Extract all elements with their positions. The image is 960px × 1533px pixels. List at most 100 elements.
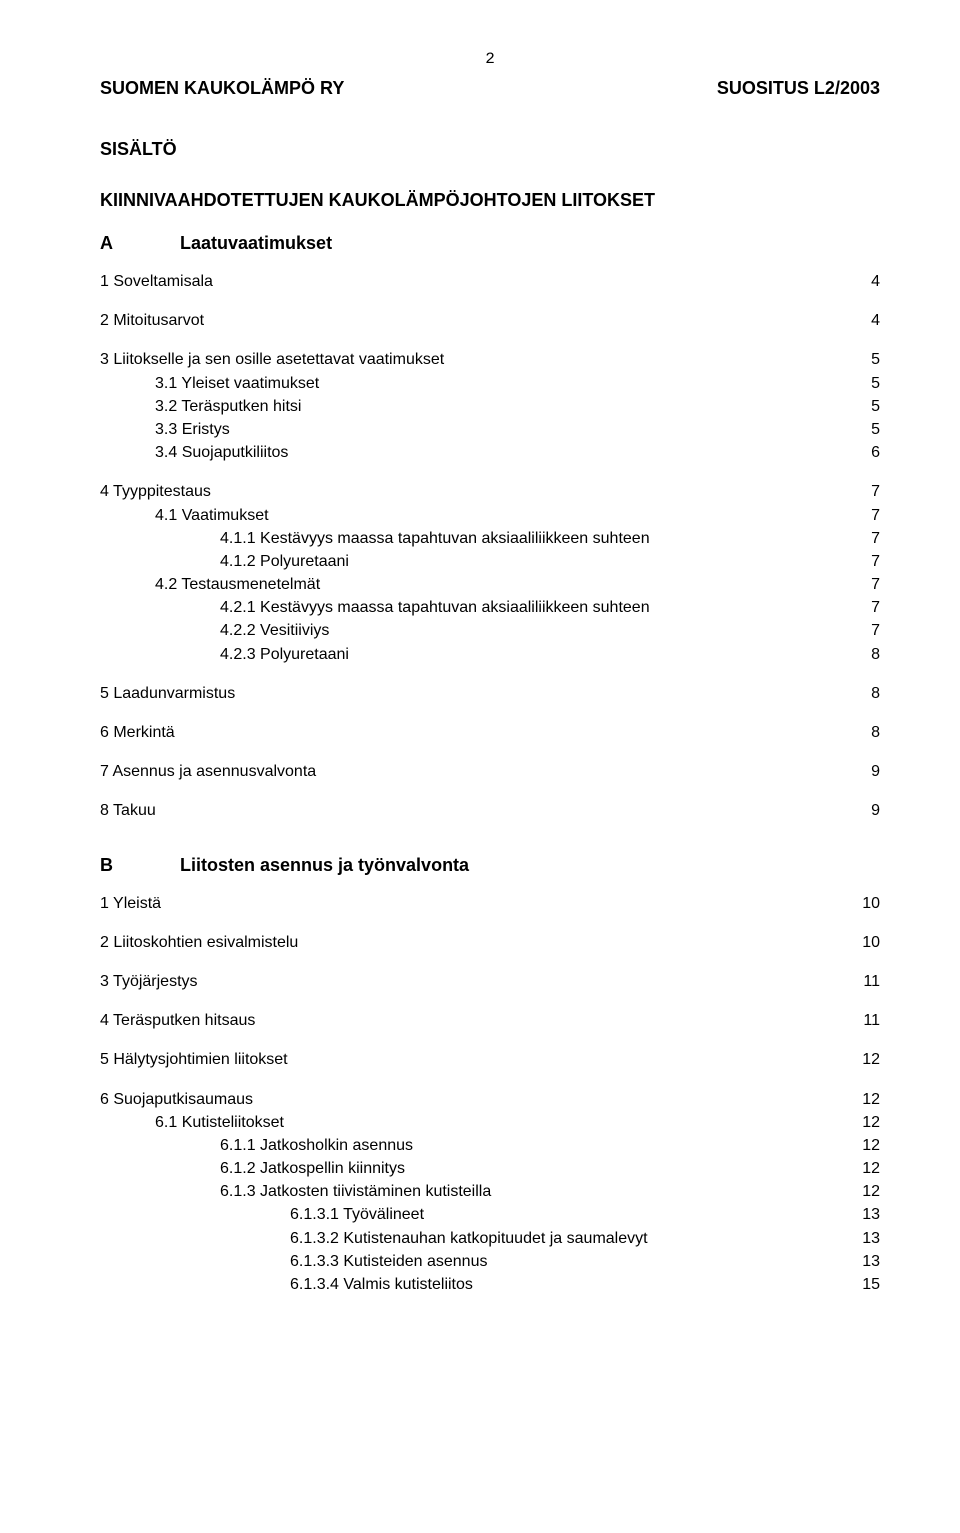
toc-row: 6.1.3.2 Kutistenauhan katkopituudet ja s… — [100, 1227, 880, 1250]
toc-page: 4 — [840, 309, 880, 332]
toc-row: 3.2 Teräsputken hitsi5 — [100, 395, 880, 418]
toc-label: 4 Tyyppitestaus — [100, 480, 840, 503]
toc-label: 6 Suojaputkisaumaus — [100, 1088, 840, 1111]
toc-row: 3.1 Yleiset vaatimukset5 — [100, 372, 880, 395]
toc-label: 4.2.1 Kestävyys maassa tapahtuvan aksiaa… — [100, 596, 840, 619]
section-heading-a: A Laatuvaatimukset — [100, 233, 880, 254]
page-number: 2 — [100, 50, 880, 68]
toc-row: 2 Liitoskohtien esivalmistelu10 — [100, 931, 880, 954]
toc-label: 5 Laadunvarmistus — [100, 682, 840, 705]
toc-row: 6.1.3.3 Kutisteiden asennus13 — [100, 1250, 880, 1273]
toc-label: 5 Hälytysjohtimien liitokset — [100, 1048, 840, 1071]
toc-page: 7 — [840, 596, 880, 619]
toc-label: 3 Liitokselle ja sen osille asetettavat … — [100, 348, 840, 371]
toc-gap — [100, 705, 880, 721]
toc-page: 13 — [840, 1203, 880, 1226]
toc-page: 13 — [840, 1250, 880, 1273]
toc-page: 8 — [840, 643, 880, 666]
toc-page: 5 — [840, 395, 880, 418]
section-title-a: Laatuvaatimukset — [180, 233, 332, 254]
toc-gap — [100, 1072, 880, 1088]
toc-row: 6.1.2 Jatkospellin kiinnitys12 — [100, 1157, 880, 1180]
toc-row: 6.1.1 Jatkosholkin asennus12 — [100, 1134, 880, 1157]
toc-page: 6 — [840, 441, 880, 464]
toc-row: 3.3 Eristys5 — [100, 418, 880, 441]
toc-row: 2 Mitoitusarvot4 — [100, 309, 880, 332]
toc-row: 6.1.3.4 Valmis kutisteliitos15 — [100, 1273, 880, 1296]
toc-page: 5 — [840, 418, 880, 441]
toc-page: 7 — [840, 550, 880, 573]
toc-row: 4.2.2 Vesitiiviys7 — [100, 619, 880, 642]
toc-page: 11 — [840, 1009, 880, 1032]
document-title: KIINNIVAAHDOTETTUJEN KAUKOLÄMPÖJOHTOJEN … — [100, 190, 880, 211]
toc-page: 12 — [840, 1134, 880, 1157]
toc-page: 12 — [840, 1111, 880, 1134]
toc-page: 8 — [840, 682, 880, 705]
toc-row: 8 Takuu9 — [100, 799, 880, 822]
toc-label: 3 Työjärjestys — [100, 970, 840, 993]
toc-section-a: 1 Soveltamisala42 Mitoitusarvot43 Liitok… — [100, 270, 880, 823]
toc-label: 6.1.3.3 Kutisteiden asennus — [100, 1250, 840, 1273]
toc-label: 1 Yleistä — [100, 892, 840, 915]
toc-row: 4.1 Vaatimukset7 — [100, 504, 880, 527]
section-title-b: Liitosten asennus ja työnvalvonta — [180, 855, 469, 876]
toc-label: 6.1 Kutisteliitokset — [100, 1111, 840, 1134]
toc-row: 4.2.3 Polyuretaani8 — [100, 643, 880, 666]
toc-row: 5 Laadunvarmistus8 — [100, 682, 880, 705]
document-page: 2 SUOMEN KAUKOLÄMPÖ RY SUOSITUS L2/2003 … — [0, 0, 960, 1356]
toc-gap — [100, 744, 880, 760]
toc-page: 5 — [840, 372, 880, 395]
toc-label: 8 Takuu — [100, 799, 840, 822]
toc-row: 1 Yleistä10 — [100, 892, 880, 915]
toc-label: 4.1 Vaatimukset — [100, 504, 840, 527]
toc-page: 7 — [840, 480, 880, 503]
toc-row: 6 Suojaputkisaumaus12 — [100, 1088, 880, 1111]
toc-gap — [100, 464, 880, 480]
toc-label: 2 Mitoitusarvot — [100, 309, 840, 332]
toc-page: 4 — [840, 270, 880, 293]
toc-row: 4 Tyyppitestaus7 — [100, 480, 880, 503]
toc-label: 6.1.2 Jatkospellin kiinnitys — [100, 1157, 840, 1180]
toc-label: 6 Merkintä — [100, 721, 840, 744]
toc-gap — [100, 293, 880, 309]
toc-row: 6.1 Kutisteliitokset12 — [100, 1111, 880, 1134]
header-left: SUOMEN KAUKOLÄMPÖ RY — [100, 78, 344, 99]
toc-page: 10 — [840, 931, 880, 954]
toc-page: 8 — [840, 721, 880, 744]
toc-label: 4.1.1 Kestävyys maassa tapahtuvan aksiaa… — [100, 527, 840, 550]
toc-row: 5 Hälytysjohtimien liitokset12 — [100, 1048, 880, 1071]
toc-row: 3.4 Suojaputkiliitos6 — [100, 441, 880, 464]
toc-row: 7 Asennus ja asennusvalvonta9 — [100, 760, 880, 783]
toc-label: 3.2 Teräsputken hitsi — [100, 395, 840, 418]
toc-row: 1 Soveltamisala4 — [100, 270, 880, 293]
toc-row: 3 Työjärjestys11 — [100, 970, 880, 993]
toc-label: 6.1.1 Jatkosholkin asennus — [100, 1134, 840, 1157]
section-letter-b: B — [100, 855, 180, 876]
toc-label: 3.1 Yleiset vaatimukset — [100, 372, 840, 395]
toc-page: 9 — [840, 799, 880, 822]
toc-row: 4.1.1 Kestävyys maassa tapahtuvan aksiaa… — [100, 527, 880, 550]
toc-row: 3 Liitokselle ja sen osille asetettavat … — [100, 348, 880, 371]
toc-section-b: 1 Yleistä102 Liitoskohtien esivalmistelu… — [100, 892, 880, 1297]
contents-label: SISÄLTÖ — [100, 139, 880, 160]
toc-label: 1 Soveltamisala — [100, 270, 840, 293]
toc-gap — [100, 332, 880, 348]
toc-label: 3.4 Suojaputkiliitos — [100, 441, 840, 464]
toc-page: 11 — [840, 970, 880, 993]
toc-label: 4.2.3 Polyuretaani — [100, 643, 840, 666]
toc-label: 6.1.3.1 Työvälineet — [100, 1203, 840, 1226]
toc-label: 4.2.2 Vesitiiviys — [100, 619, 840, 642]
toc-row: 6 Merkintä8 — [100, 721, 880, 744]
toc-page: 5 — [840, 348, 880, 371]
toc-label: 2 Liitoskohtien esivalmistelu — [100, 931, 840, 954]
toc-label: 6.1.3.4 Valmis kutisteliitos — [100, 1273, 840, 1296]
toc-label: 4 Teräsputken hitsaus — [100, 1009, 840, 1032]
toc-row: 4.2 Testausmenetelmät7 — [100, 573, 880, 596]
toc-page: 7 — [840, 573, 880, 596]
toc-row: 4 Teräsputken hitsaus11 — [100, 1009, 880, 1032]
toc-gap — [100, 1032, 880, 1048]
toc-gap — [100, 954, 880, 970]
section-letter-a: A — [100, 233, 180, 254]
toc-page: 15 — [840, 1273, 880, 1296]
toc-page: 7 — [840, 504, 880, 527]
